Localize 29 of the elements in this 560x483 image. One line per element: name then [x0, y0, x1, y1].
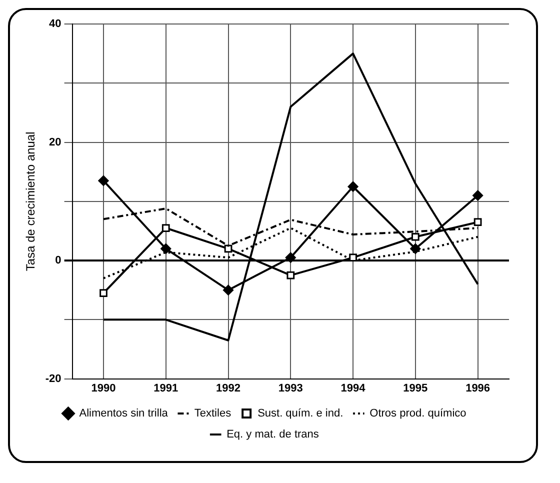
y-tick-label: 40 [49, 18, 62, 30]
legend-label: Otros prod. químico [370, 408, 466, 420]
point [472, 190, 484, 201]
x-tick-label: 1995 [403, 382, 428, 394]
legend-label: Sust. quím. e ind. [258, 408, 344, 420]
point [285, 252, 296, 263]
point [474, 218, 482, 226]
point [160, 243, 172, 254]
point [98, 175, 109, 186]
legend-label: Eq. y mat. de trans [226, 428, 320, 441]
point [410, 243, 421, 254]
y-tick-label: 20 [49, 136, 62, 148]
x-tick-label: 1990 [91, 382, 116, 394]
y-axis-title: Tasa de crecimiento anual [24, 132, 38, 272]
x-tick-label: 1991 [154, 382, 178, 394]
point [411, 232, 420, 241]
point [286, 271, 295, 280]
legend-label: Textiles [194, 408, 232, 420]
point [348, 181, 358, 192]
x-tick-label: 1994 [340, 382, 366, 394]
x-tick-label: 1992 [216, 382, 241, 394]
y-tick-label: 0 [55, 254, 62, 267]
x-tick-label: 1993 [278, 382, 303, 394]
point [223, 284, 234, 296]
point [100, 289, 108, 297]
x-tick-label: 1996 [466, 382, 490, 394]
point [162, 224, 170, 232]
y-tick-label: -20 [45, 372, 62, 385]
legend-label: Alimentos sin trilla [79, 408, 169, 420]
